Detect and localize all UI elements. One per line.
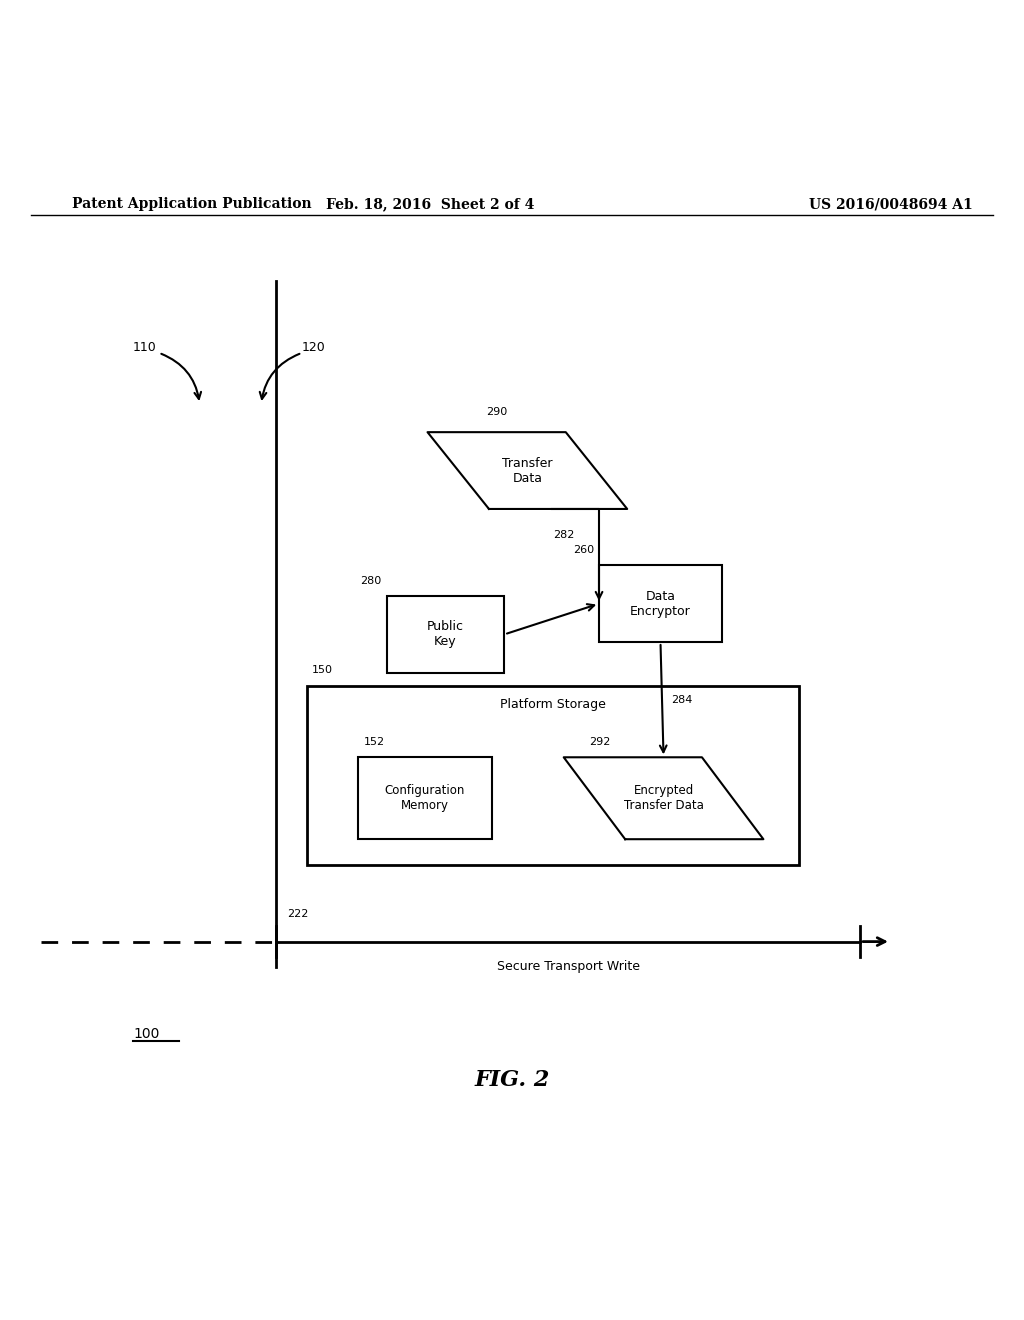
Text: US 2016/0048694 A1: US 2016/0048694 A1 <box>809 197 973 211</box>
Text: Public
Key: Public Key <box>427 620 464 648</box>
Text: Data
Encryptor: Data Encryptor <box>630 590 691 618</box>
Bar <box>358 758 492 840</box>
Text: 110: 110 <box>133 341 157 354</box>
Text: 222: 222 <box>287 909 308 919</box>
Text: Patent Application Publication: Patent Application Publication <box>72 197 311 211</box>
Text: 120: 120 <box>302 341 326 354</box>
Text: 290: 290 <box>486 407 508 417</box>
Text: 284: 284 <box>671 694 692 705</box>
Text: Transfer
Data: Transfer Data <box>502 457 553 484</box>
Text: Feb. 18, 2016  Sheet 2 of 4: Feb. 18, 2016 Sheet 2 of 4 <box>326 197 535 211</box>
Text: 292: 292 <box>590 737 610 747</box>
Text: Encrypted
Transfer Data: Encrypted Transfer Data <box>624 784 703 812</box>
Text: Platform Storage: Platform Storage <box>500 697 606 710</box>
Text: 280: 280 <box>360 576 381 586</box>
Text: 152: 152 <box>364 737 385 747</box>
Text: Configuration
Memory: Configuration Memory <box>385 784 465 812</box>
Text: FIG. 2: FIG. 2 <box>474 1069 550 1090</box>
Text: 260: 260 <box>572 545 594 554</box>
Bar <box>599 565 722 642</box>
Bar <box>387 597 504 673</box>
Text: 282: 282 <box>553 529 574 540</box>
Text: 100: 100 <box>133 1027 160 1040</box>
Text: Secure Transport Write: Secure Transport Write <box>497 960 640 973</box>
Bar <box>307 685 799 865</box>
Text: 150: 150 <box>312 665 334 676</box>
